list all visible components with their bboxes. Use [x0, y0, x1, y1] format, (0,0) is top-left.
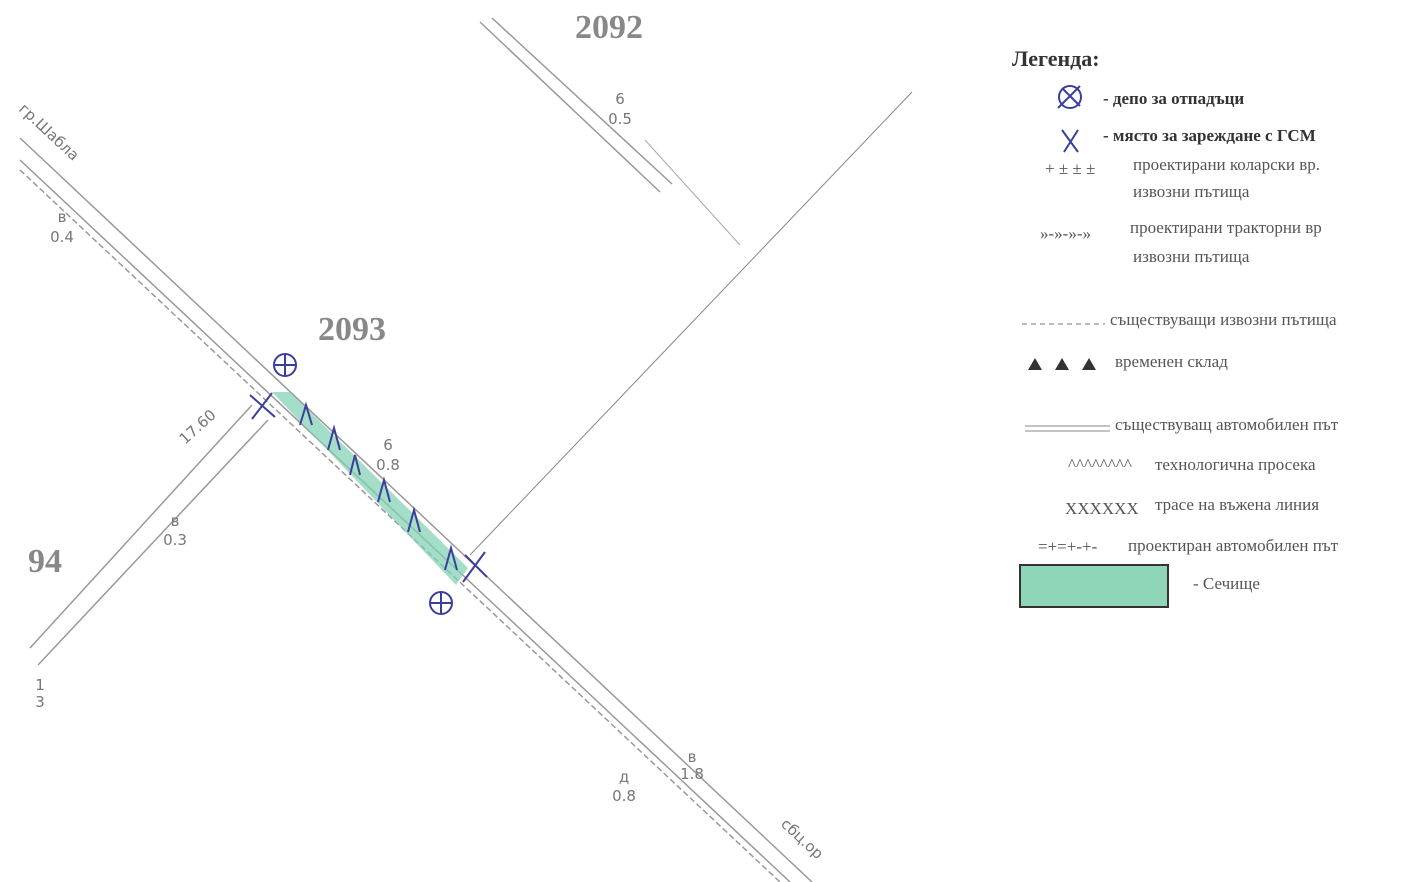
legend-symbol-text: + ± ± ±	[1045, 159, 1095, 178]
parcel-number: 2093	[318, 311, 386, 348]
subparcel-letter: в	[688, 748, 697, 766]
legend-text: - Сечище	[1193, 574, 1260, 593]
waste-depot	[274, 354, 296, 376]
road-edge	[491, 17, 673, 185]
legend-symbol-text: =+=+-+-	[1038, 537, 1098, 556]
subparcel-area: 0.8	[376, 456, 400, 474]
road-edge	[19, 137, 813, 882]
road-label: гр.Шабла	[15, 100, 82, 165]
legend-text: извозни пътища	[1133, 247, 1250, 266]
legend-text: - място за зареждане с ГСМ	[1103, 126, 1316, 145]
subparcel-letter: в	[171, 512, 180, 530]
legend-text: проектиран автомобилен път	[1128, 536, 1339, 555]
subparcel-letter: в	[58, 208, 67, 226]
boundary-line	[469, 91, 913, 556]
legend-text: извозни пътища	[1133, 182, 1250, 201]
subparcel-letter: 1	[35, 676, 45, 694]
road-edge	[479, 21, 661, 193]
subparcel-area: 0.8	[612, 787, 636, 805]
legend-text: технологична просека	[1155, 455, 1316, 474]
legend: Легенда: - депо за отпадъци - място за з…	[1012, 46, 1339, 608]
legend-text: съществуващ автомобилен път	[1115, 415, 1339, 434]
legend-text: съществуващи извозни пътища	[1110, 310, 1337, 329]
legend-text: проектирани коларски вр.	[1133, 155, 1320, 174]
legend-title: Легенда:	[1012, 46, 1100, 71]
legend-symbol-text: ^^^^^^^^	[1068, 455, 1132, 474]
road-edge	[37, 419, 269, 666]
subparcel-area: 3	[35, 693, 45, 711]
subparcel-letter: 6	[615, 90, 625, 108]
legend-text: проектирани тракторни вр	[1130, 218, 1322, 237]
subparcel-area: 0.3	[163, 531, 187, 549]
legend-symbol	[1058, 85, 1082, 109]
legend-symbol-text: XXXXXX	[1065, 499, 1139, 518]
road-edge	[19, 169, 781, 882]
subparcel-area: 0.5	[608, 110, 632, 128]
subparcel-area: 1.8	[680, 765, 704, 783]
subparcel-letter: д	[619, 768, 629, 786]
legend-symbol	[1028, 358, 1096, 370]
boundary-line	[644, 139, 741, 246]
temporary-store	[299, 401, 458, 571]
legend-text: временен склад	[1115, 352, 1228, 371]
road-label: 17.60	[176, 406, 220, 448]
legend-symbol	[1061, 129, 1079, 153]
legend-symbol	[1057, 85, 1081, 109]
legend-text: - депо за отпадъци	[1103, 89, 1244, 108]
subparcel-area: 0.4	[50, 228, 74, 246]
hand-markings	[249, 353, 488, 615]
road-edge	[29, 404, 253, 649]
parcel-number: 94	[28, 543, 62, 580]
subparcel-labels: 6 0.5 в 0.4 6 0.8 в 0.3 д 0.8 в 1.8 1 3	[35, 90, 704, 805]
roads	[19, 17, 913, 882]
legend-symbol	[1025, 425, 1110, 432]
parcel-number: 2092	[575, 9, 643, 46]
legend-text: трасе на въжена линия	[1155, 495, 1319, 514]
subparcel-letter: 6	[383, 436, 393, 454]
waste-depot	[430, 592, 452, 614]
legend-symbol	[1019, 564, 1169, 608]
fuel-point	[249, 392, 276, 420]
fuel-point	[462, 551, 488, 583]
cut-area	[272, 392, 468, 585]
legend-symbol-text: »-»-»-»	[1040, 224, 1091, 243]
